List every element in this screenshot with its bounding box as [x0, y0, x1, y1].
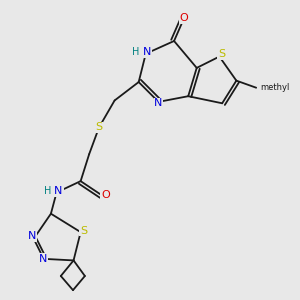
Text: O: O	[101, 190, 110, 200]
Text: S: S	[218, 49, 225, 59]
Text: H: H	[44, 186, 52, 196]
Text: O: O	[180, 13, 188, 23]
Text: S: S	[80, 226, 87, 236]
Text: H: H	[132, 47, 140, 57]
Text: methyl: methyl	[260, 82, 290, 91]
Text: N: N	[143, 47, 152, 57]
Text: N: N	[28, 231, 36, 242]
Text: N: N	[54, 186, 63, 196]
Text: S: S	[95, 122, 103, 132]
Text: N: N	[154, 98, 163, 108]
Text: N: N	[39, 254, 47, 264]
